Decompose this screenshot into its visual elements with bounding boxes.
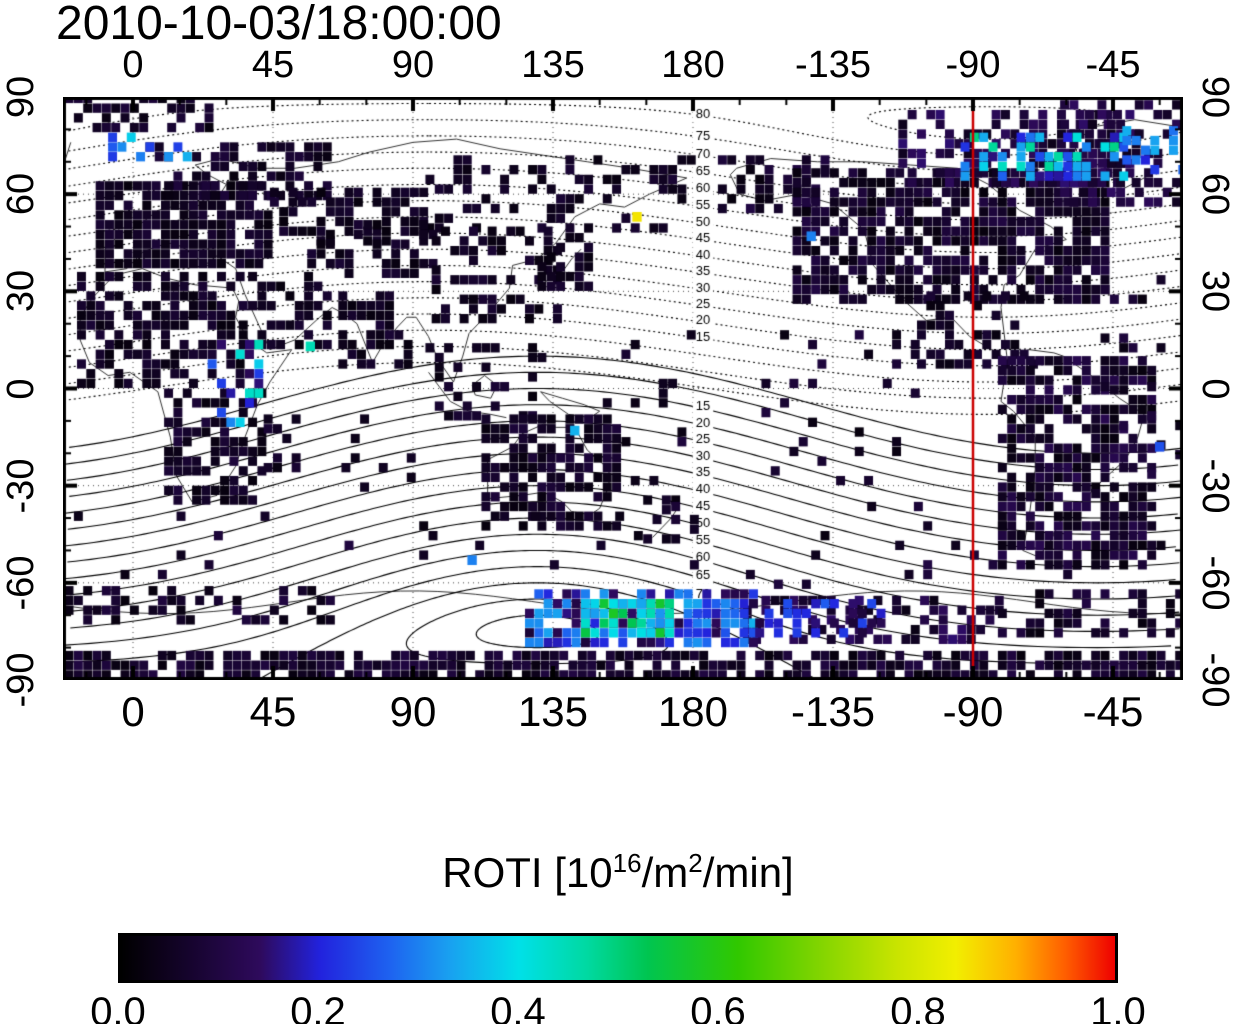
colorbar-title-text: ROTI [10 — [442, 849, 613, 896]
colorbar-tick-label: 0.6 — [690, 990, 746, 1024]
lon-tick-label-bottom: 90 — [389, 688, 437, 735]
lon-tick-label-bottom: 45 — [249, 688, 297, 735]
lon-tick-label-top: -135 — [794, 44, 872, 86]
colorbar-title: ROTI [1016/m2/min] — [118, 848, 1118, 897]
lon-tick-label-bottom: 0 — [121, 688, 145, 735]
lon-tick-label-top: 135 — [521, 44, 585, 86]
colorbar-title-mid: /m — [641, 849, 689, 896]
colorbar — [118, 933, 1118, 983]
colorbar-title-exponent-2: 2 — [688, 848, 703, 878]
colorbar-tick-label: 1.0 — [1090, 990, 1146, 1024]
lon-tick-label-top: -90 — [945, 44, 1001, 86]
lon-tick-label-top: 45 — [251, 44, 295, 86]
colorbar-tick-label: 0.0 — [90, 990, 146, 1024]
lon-tick-label-bottom: -45 — [1082, 688, 1144, 735]
timestamp-title: 2010-10-03/18:00:00 — [56, 0, 502, 50]
lon-tick-label-top: -45 — [1085, 44, 1141, 86]
lat-tick-label-left: -90 — [0, 652, 42, 708]
lon-tick-label-top: 180 — [661, 44, 725, 86]
lat-tick-label-right: -90 — [1194, 652, 1236, 708]
lon-tick-label-bottom: 135 — [517, 688, 589, 735]
colorbar-title-suffix: /min] — [702, 849, 794, 896]
lon-tick-label-bottom: 180 — [657, 688, 729, 735]
world-map-canvas — [63, 97, 1183, 680]
lon-tick-label-bottom: -135 — [790, 688, 876, 735]
lon-tick-label-top: 0 — [122, 44, 144, 86]
colorbar-title-exponent-1: 16 — [612, 848, 642, 878]
colorbar-tick-label: 0.2 — [290, 990, 346, 1024]
lon-tick-label-top: 90 — [391, 44, 435, 86]
colorbar-tick-label: 0.4 — [490, 990, 546, 1024]
colorbar-tick-label: 0.8 — [890, 990, 946, 1024]
lon-tick-label-bottom: -90 — [942, 688, 1004, 735]
